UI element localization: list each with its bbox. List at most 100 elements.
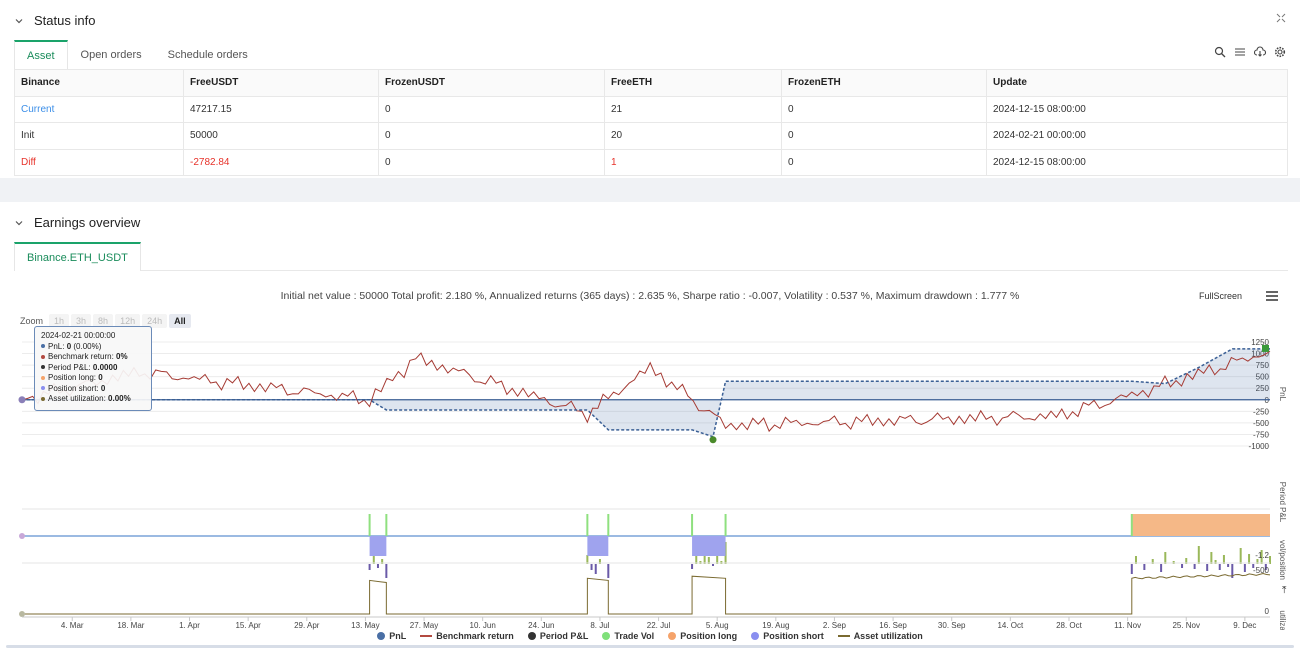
x-tick-label: 1. Apr (179, 621, 200, 630)
table-cell: -2782.84 (183, 148, 379, 176)
legend-marker (527, 632, 536, 640)
zoom-1h-button[interactable]: 1h (49, 314, 70, 328)
chart-scrollbar[interactable] (6, 645, 1294, 648)
y-tick-label: 1250 (1251, 338, 1269, 347)
y-tick-label: 250 (1256, 384, 1270, 393)
pnl-max-marker (1262, 344, 1269, 352)
period-pnl-bar (381, 559, 384, 564)
table-row: Current 47217.15 0 21 0 2024-12-15 08:00… (14, 95, 1288, 123)
zoom-8h-button[interactable]: 8h (93, 314, 114, 328)
asset-table: Binance FreeUSDT FrozenUSDT FreeETH Froz… (14, 69, 1288, 176)
column-header: FreeUSDT (183, 69, 379, 97)
period-pnl-bar (1134, 556, 1137, 564)
x-tick-label: 9. Dec (1233, 621, 1256, 630)
trade-vol-bar (385, 514, 388, 536)
x-tick-label: 25. Nov (1172, 621, 1200, 630)
period-pnl-bar (594, 564, 597, 574)
y-axis-label: PnL (1278, 387, 1287, 402)
period-pnl-bar (372, 556, 375, 564)
hamburger-menu-icon[interactable] (1266, 291, 1278, 301)
chart-tooltip: 2024-02-21 00:00:00 PnL: 0 (0.00%) Benchm… (34, 326, 152, 411)
tooltip-dot (41, 386, 45, 391)
zoom-12h-button[interactable]: 12h (115, 314, 141, 328)
scroll-top-icon[interactable]: ⤒ (1282, 585, 1287, 596)
period-pnl-bar (1218, 564, 1221, 570)
period-pnl-bar (1269, 556, 1271, 564)
legend-label: Period P&L (539, 631, 589, 641)
zoom-controls: Zoom 1h 3h 8h 12h 24h All (20, 314, 191, 328)
earnings-header[interactable]: Earnings overview (14, 215, 140, 230)
zoom-all-button[interactable]: All (169, 314, 191, 328)
status-header[interactable]: Status info (14, 13, 95, 28)
tooltip-value: 0 (100, 383, 106, 393)
legend-marker (420, 635, 433, 637)
y-tick-label: -500 (1253, 419, 1270, 428)
chevron-down-icon[interactable] (14, 16, 24, 26)
x-tick-label: 30. Sep (938, 621, 966, 630)
period-pnl-bar (1185, 558, 1188, 564)
table-cell: 0 (781, 95, 987, 123)
period-pnl-bar (368, 564, 371, 570)
legend-label: Position short (763, 631, 824, 641)
benchmark-line (21, 350, 1271, 433)
table-cell: 0 (378, 148, 605, 176)
legend-item[interactable]: Benchmark return (420, 631, 514, 641)
legend-marker (377, 632, 386, 640)
fullscreen-button[interactable]: FullScreen (1198, 291, 1242, 301)
earnings-chart[interactable]: 1250 1000 750 500 250 0 -250 -500 -750 -1000 PnL Pe… (0, 334, 1300, 630)
legend-item[interactable]: PnL (377, 631, 406, 641)
x-tick-label: 15. Apr (235, 621, 261, 630)
collapse-icon[interactable] (1276, 13, 1286, 23)
tooltip-label: Asset utilization: (48, 394, 109, 403)
period-pnl-bar (1260, 550, 1263, 564)
x-tick-label: 24. Jun (528, 621, 554, 630)
tab-binance-eth-usdt[interactable]: Binance.ETH_USDT (14, 242, 141, 271)
x-tick-label: 28. Oct (1056, 621, 1083, 630)
period-pnl-bar (376, 564, 379, 568)
x-tick-label: 27. May (410, 621, 438, 630)
chart-legend: PnL Benchmark return Period P&L Trade Vol Po… (0, 631, 1300, 641)
position-short-area (692, 536, 726, 556)
trade-vol-bar (586, 514, 589, 536)
legend-item[interactable]: Period P&L (527, 631, 589, 641)
tooltip-dot (41, 396, 45, 401)
trade-vol-bar (607, 514, 610, 536)
chevron-down-icon[interactable] (14, 218, 24, 228)
y-tick-label: -250 (1253, 407, 1270, 416)
position-short-area (369, 536, 387, 556)
table-toolbar (1214, 46, 1286, 58)
y-axis-label: vol/position (1278, 540, 1287, 580)
period-pnl-bar (1130, 564, 1133, 574)
earnings-panel: Earnings overview Binance.ETH_USDT Initi… (0, 202, 1300, 648)
status-title: Status info (34, 13, 96, 28)
x-tick-label: 29. Apr (294, 621, 320, 630)
cloud-download-icon[interactable] (1254, 46, 1266, 58)
y-tick-label: -500 (1253, 566, 1270, 575)
tooltip-value: 0% (116, 352, 128, 361)
zoom-3h-button[interactable]: 3h (71, 314, 92, 328)
y-tick-label: -750 (1253, 430, 1270, 439)
legend-item[interactable]: Position long (668, 631, 737, 641)
period-pnl-bar (1143, 564, 1146, 570)
search-icon[interactable] (1214, 46, 1226, 58)
tab-asset[interactable]: Asset (14, 40, 68, 69)
tab-schedule-orders[interactable]: Schedule orders (167, 49, 248, 61)
zoom-24h-button[interactable]: 24h (142, 314, 168, 328)
tooltip-label: Position short: (48, 383, 101, 393)
y-axis-label: Period P&L (1278, 482, 1287, 523)
tab-open-orders[interactable]: Open orders (80, 49, 142, 61)
list-icon[interactable] (1234, 46, 1246, 58)
legend-item[interactable]: Position short (751, 631, 824, 641)
period-pnl-bar (1206, 564, 1209, 571)
y-tick-label: 0 (1265, 607, 1270, 616)
period-pnl-bar (691, 564, 694, 569)
table-cell: 2024-12-15 08:00:00 (986, 148, 1288, 176)
legend-marker (837, 635, 850, 637)
gear-icon[interactable] (1274, 46, 1286, 58)
table-cell: Diff (14, 148, 184, 176)
legend-item[interactable]: Asset utilization (837, 631, 923, 641)
legend-item[interactable]: Trade Vol (602, 631, 654, 641)
tooltip-label: Position long: (48, 373, 99, 382)
tooltip-dot (41, 375, 45, 380)
earnings-title: Earnings overview (34, 215, 141, 230)
